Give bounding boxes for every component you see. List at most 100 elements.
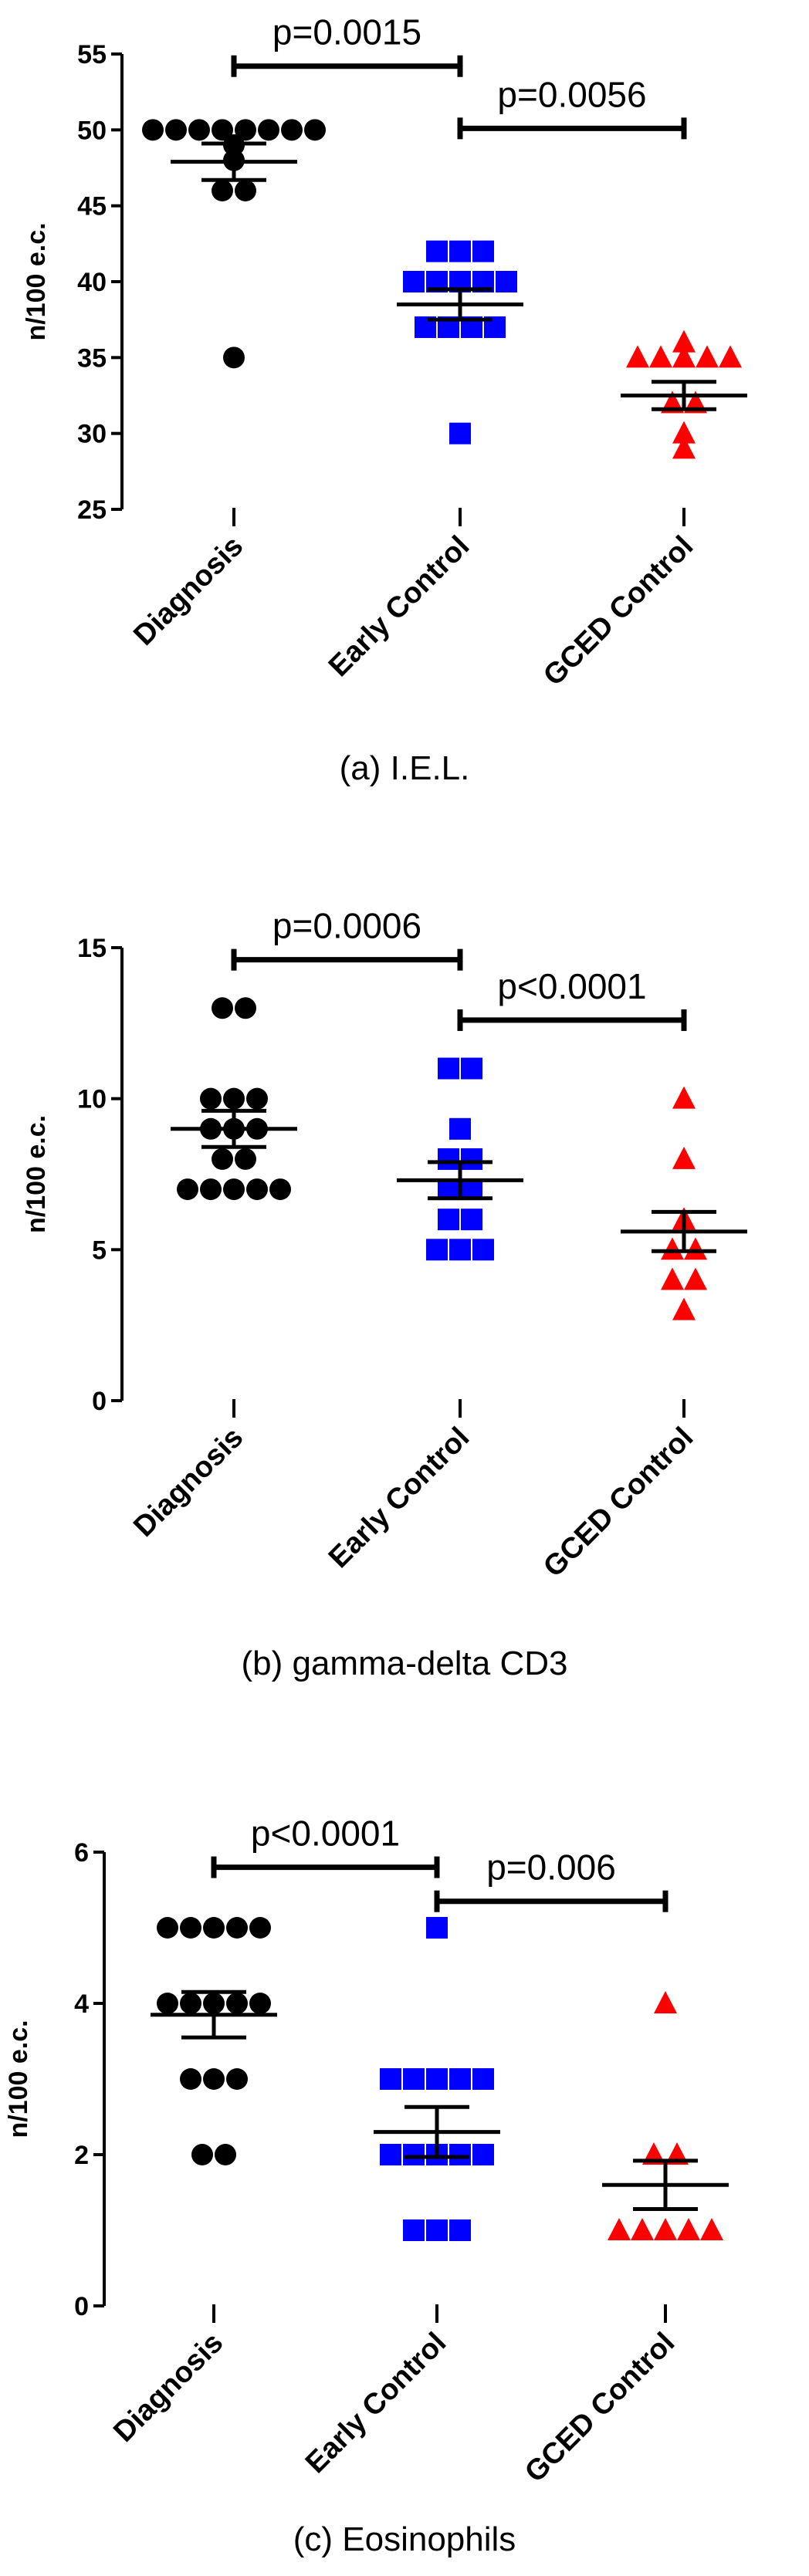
data-point	[472, 2068, 494, 2090]
y-axis-label: n/100 e.c.	[22, 1115, 51, 1233]
p-value-label: p<0.0001	[251, 1814, 400, 1854]
data-point	[157, 1917, 178, 1939]
x-tick-label: Diagnosis	[127, 1422, 249, 1543]
series-gced-control	[621, 330, 747, 459]
series-diagnosis	[171, 997, 297, 1201]
data-point	[403, 271, 425, 292]
series-early-control	[397, 240, 523, 445]
chart-panel-1: 25 30 35 40 45 50 55 n/100 e.c. Diagnosis Early C…	[22, 12, 747, 787]
data-point	[719, 345, 742, 368]
data-point	[449, 2219, 471, 2241]
series-early-control	[397, 1057, 523, 1261]
data-point	[304, 119, 326, 141]
data-point	[223, 347, 245, 369]
data-point	[249, 1993, 271, 2014]
data-point	[661, 1267, 684, 1290]
data-point	[212, 119, 233, 141]
data-point	[672, 436, 696, 459]
y-tick-label: 50	[77, 116, 107, 145]
data-point	[191, 2144, 213, 2165]
data-point	[426, 1917, 448, 1939]
data-point	[472, 2144, 494, 2165]
data-point	[226, 1993, 248, 2014]
data-point	[661, 1237, 684, 1260]
data-point	[157, 1993, 178, 2014]
data-point	[449, 1239, 471, 1261]
x-tick-label: Early Control	[300, 2327, 452, 2480]
data-point	[461, 1057, 482, 1080]
series-early-control	[374, 1917, 500, 2241]
data-point	[269, 1178, 291, 1201]
data-point	[180, 1917, 201, 1939]
p-value-label: p=0.0015	[272, 12, 421, 52]
data-point	[654, 2218, 677, 2240]
y-tick-label: 5	[92, 1236, 107, 1265]
data-point	[649, 345, 672, 368]
data-point	[165, 119, 187, 141]
data-point	[226, 2068, 248, 2090]
series-diagnosis	[151, 1917, 277, 2165]
data-point	[684, 1237, 707, 1260]
x-tick-label: GCED Control	[537, 530, 699, 692]
data-point	[403, 2219, 425, 2241]
p-value-label: p<0.0001	[497, 966, 646, 1006]
significance-bracket: p<0.0001	[211, 1814, 440, 1878]
y-tick-label: 10	[77, 1085, 107, 1114]
data-point	[449, 2068, 471, 2090]
y-tick-label: 15	[77, 934, 107, 963]
data-point	[672, 421, 696, 444]
panel-caption: (a) I.E.L.	[340, 749, 470, 787]
y-tick-label: 0	[74, 2292, 89, 2321]
data-point	[235, 119, 256, 141]
significance-bracket: p=0.0056	[457, 74, 687, 140]
y-tick-label: 2	[74, 2141, 89, 2170]
data-point	[223, 1178, 245, 1201]
significance-bracket: p<0.0001	[457, 966, 687, 1031]
data-point	[472, 1239, 494, 1261]
data-point	[226, 1917, 248, 1939]
data-point	[200, 1087, 222, 1110]
data-point	[449, 240, 471, 262]
data-point	[235, 180, 256, 201]
data-point	[180, 1993, 201, 2014]
x-tick-label: Early Control	[323, 1422, 476, 1574]
series-gced-control	[602, 1991, 729, 2240]
data-point	[281, 119, 303, 141]
x-tick-label: GCED Control	[519, 2327, 681, 2489]
data-point	[449, 422, 471, 445]
p-value-label: p=0.0006	[272, 906, 421, 946]
data-point	[684, 1267, 707, 1290]
x-tick-label: Diagnosis	[107, 2327, 229, 2449]
y-tick-label: 25	[77, 495, 107, 525]
data-point	[461, 1148, 482, 1170]
y-tick-label: 4	[74, 1989, 89, 2019]
data-point	[246, 1087, 268, 1110]
panel-caption: (c) Eosinophils	[293, 2520, 516, 2558]
data-point	[672, 345, 696, 368]
y-tick-label: 35	[77, 343, 107, 373]
data-point	[180, 2068, 201, 2090]
data-point	[438, 1057, 459, 1080]
data-point	[215, 2144, 236, 2165]
data-point	[212, 180, 233, 201]
data-point	[203, 1917, 225, 1939]
data-point	[472, 240, 494, 262]
data-point	[438, 1148, 459, 1170]
data-point	[212, 1148, 233, 1170]
chart-panel-2: 0 5 10 15 n/100 e.c. Diagnosis Early Control GC…	[22, 906, 747, 1682]
chart-panel-3: 0 2 4 6 n/100 e.c. Diagnosis Early Control GCED…	[4, 1814, 729, 2558]
data-point	[258, 119, 279, 141]
data-point	[223, 1087, 245, 1110]
data-point	[438, 1209, 459, 1231]
data-point	[235, 1148, 256, 1170]
y-tick-label: 30	[77, 420, 107, 449]
data-point	[249, 1917, 271, 1939]
data-point	[177, 1178, 198, 1201]
significance-bracket: p=0.0006	[231, 906, 463, 971]
series-gced-control	[621, 1086, 747, 1320]
data-point	[403, 2068, 425, 2090]
data-point	[672, 1086, 696, 1109]
y-axis-label: n/100 e.c.	[22, 222, 51, 340]
data-point	[212, 997, 233, 1019]
data-point	[696, 345, 719, 368]
